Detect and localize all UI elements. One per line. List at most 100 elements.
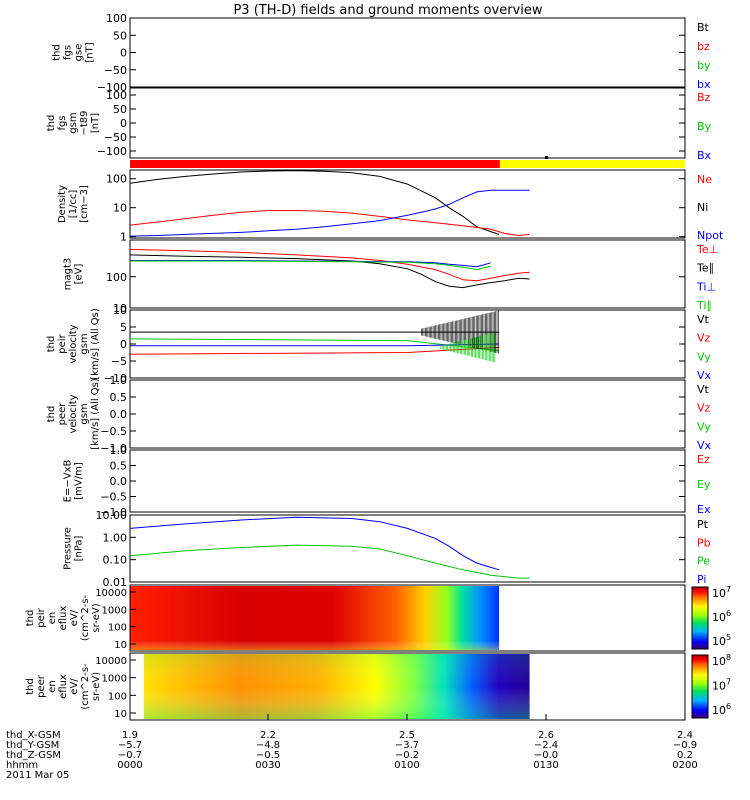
x-row-label: hhmm: [6, 760, 38, 771]
spectrogram-overlay: [130, 586, 500, 650]
colorbar-label-exponent: 8: [726, 653, 731, 662]
series-line: [129, 544, 530, 579]
legend-entry: Vt: [697, 383, 710, 396]
y-tick-label: 5: [120, 321, 127, 334]
y-axis-label: [nT]: [90, 113, 101, 133]
legend-entry: Vt: [697, 313, 710, 326]
y-axis-label: thd: [46, 115, 57, 132]
panel-mode-bar: [130, 160, 685, 168]
y-tick-label: −1.0: [100, 506, 127, 519]
legend-entry: Bt: [697, 21, 710, 34]
legend-entry: Bx: [697, 149, 712, 162]
legend-entry: Pe: [697, 555, 710, 568]
colorbar-label-exponent: 5: [726, 633, 731, 642]
y-tick-label: 10: [114, 640, 127, 651]
y-tick-label: −100: [97, 81, 127, 94]
colorbar: [691, 586, 709, 650]
y-tick-label: −10: [104, 372, 127, 385]
y-axis-label: eV/: [69, 678, 80, 695]
y-tick-label: 100: [106, 271, 127, 284]
x-row-value: −0.9: [673, 740, 697, 751]
legend-entry: Vz: [697, 402, 711, 415]
y-tick-label: 10: [113, 302, 127, 315]
x-row-label: thd_Y-GSM: [6, 740, 59, 751]
y-tick-label: 0.5: [110, 391, 128, 404]
mode-bar-segment: [130, 160, 500, 168]
y-axis-label: en: [47, 680, 58, 693]
legend-entry: Pi: [697, 573, 706, 586]
y-tick-label: 10: [113, 304, 127, 317]
colorbar-label: 108: [712, 653, 731, 668]
x-row-value: −0.0: [534, 750, 558, 761]
y-tick-label: −50: [104, 64, 127, 77]
y-tick-label: 50: [113, 29, 127, 42]
y-axis-label: peer: [57, 402, 68, 426]
panel-efield: 1.0 0.5 0.0 −0.5 −1.0 E=−VxB [mV/m] Ez Ey Ex: [63, 444, 711, 519]
series-line: [129, 170, 500, 235]
y-axis-label: [eV]: [74, 264, 85, 285]
legend-entry: Ex: [697, 503, 711, 516]
series-line: [129, 516, 500, 571]
panel-pressure: 10.00 1.00 0.10 0.01 Pressure [nPa] Pt Pb Pe Pi: [63, 509, 711, 589]
y-axis-label: peir: [36, 607, 47, 627]
y-axis-label: eV/: [69, 609, 80, 626]
y-axis-label: [mV/m]: [74, 462, 85, 500]
legend-entry: Vx: [697, 369, 712, 382]
y-tick-label: −100: [97, 145, 127, 158]
y-axis-label: thd: [25, 678, 36, 695]
x-row-value: −5.7: [118, 740, 142, 751]
legend-entry: by: [697, 59, 711, 72]
y-tick-label: −50: [104, 131, 127, 144]
panel-frame: [129, 379, 686, 449]
x-axis-annotations: thd_X-GSM 1.9 2.2 2.5 2.6 2.4 thd_Y-GSM −5.7 −4.…: [6, 714, 698, 781]
y-axis-label: fgs: [63, 45, 74, 60]
y-axis-label: thd: [25, 610, 36, 627]
y-axis-label: fgs: [57, 115, 68, 130]
x-row-value: 0100: [394, 760, 419, 771]
panel-frame: [129, 239, 686, 309]
colorbar-label-base: 10: [712, 635, 726, 648]
figure-title: P3 (TH-D) fields and ground moments over…: [233, 3, 542, 18]
colorbar-label-base: 10: [712, 655, 726, 668]
legend-entry: Pb: [697, 536, 711, 549]
legend-entry: Ne: [697, 173, 712, 186]
y-tick-label: 10: [113, 202, 127, 215]
colorbar-label-exponent: 6: [726, 702, 731, 711]
x-row-value: −4.8: [256, 740, 280, 751]
x-row-label: thd_X-GSM: [6, 730, 61, 741]
y-tick-label: 0.5: [110, 460, 128, 473]
y-axis-label: peer: [36, 674, 47, 698]
y-tick-label: 0: [120, 117, 127, 130]
y-axis-label: (cm^2-s-: [80, 663, 91, 710]
y-axis-label: Pressure: [63, 527, 74, 570]
panel-temperature: 100 10 magt3 [eV] Te⊥ Te∥ Ti⊥ Ti∥: [63, 239, 718, 315]
legend-entry: Ey: [697, 478, 711, 491]
series-line: [130, 260, 491, 271]
y-tick-label: 0: [120, 47, 127, 60]
y-tick-label: 50: [113, 103, 127, 116]
y-axis-label: [nT]: [85, 42, 96, 62]
y-tick-label: 0.0: [110, 408, 128, 421]
y-axis-label: [1/cc]: [68, 190, 79, 219]
y-axis-label: gsm: [68, 112, 79, 133]
legend-entry: bz: [697, 40, 710, 53]
legend-entry: Vx: [697, 439, 712, 452]
x-row-value: 2.4: [677, 730, 693, 741]
colorbar-label-base: 10: [712, 587, 726, 600]
y-tick-label: 100: [108, 691, 127, 702]
vt-noise: [421, 310, 499, 354]
y-tick-label: −1.0: [100, 442, 127, 455]
y-tick-label: 1000: [102, 674, 127, 685]
y-axis-label: −t89: [79, 110, 90, 135]
mode-bar-marker: [545, 156, 548, 159]
legend-entry: Vy: [697, 420, 711, 433]
y-tick-label: 100: [106, 89, 127, 102]
panel-frame: [129, 514, 686, 583]
y-tick-label: 10: [114, 709, 127, 720]
panel-frame: [129, 449, 686, 513]
